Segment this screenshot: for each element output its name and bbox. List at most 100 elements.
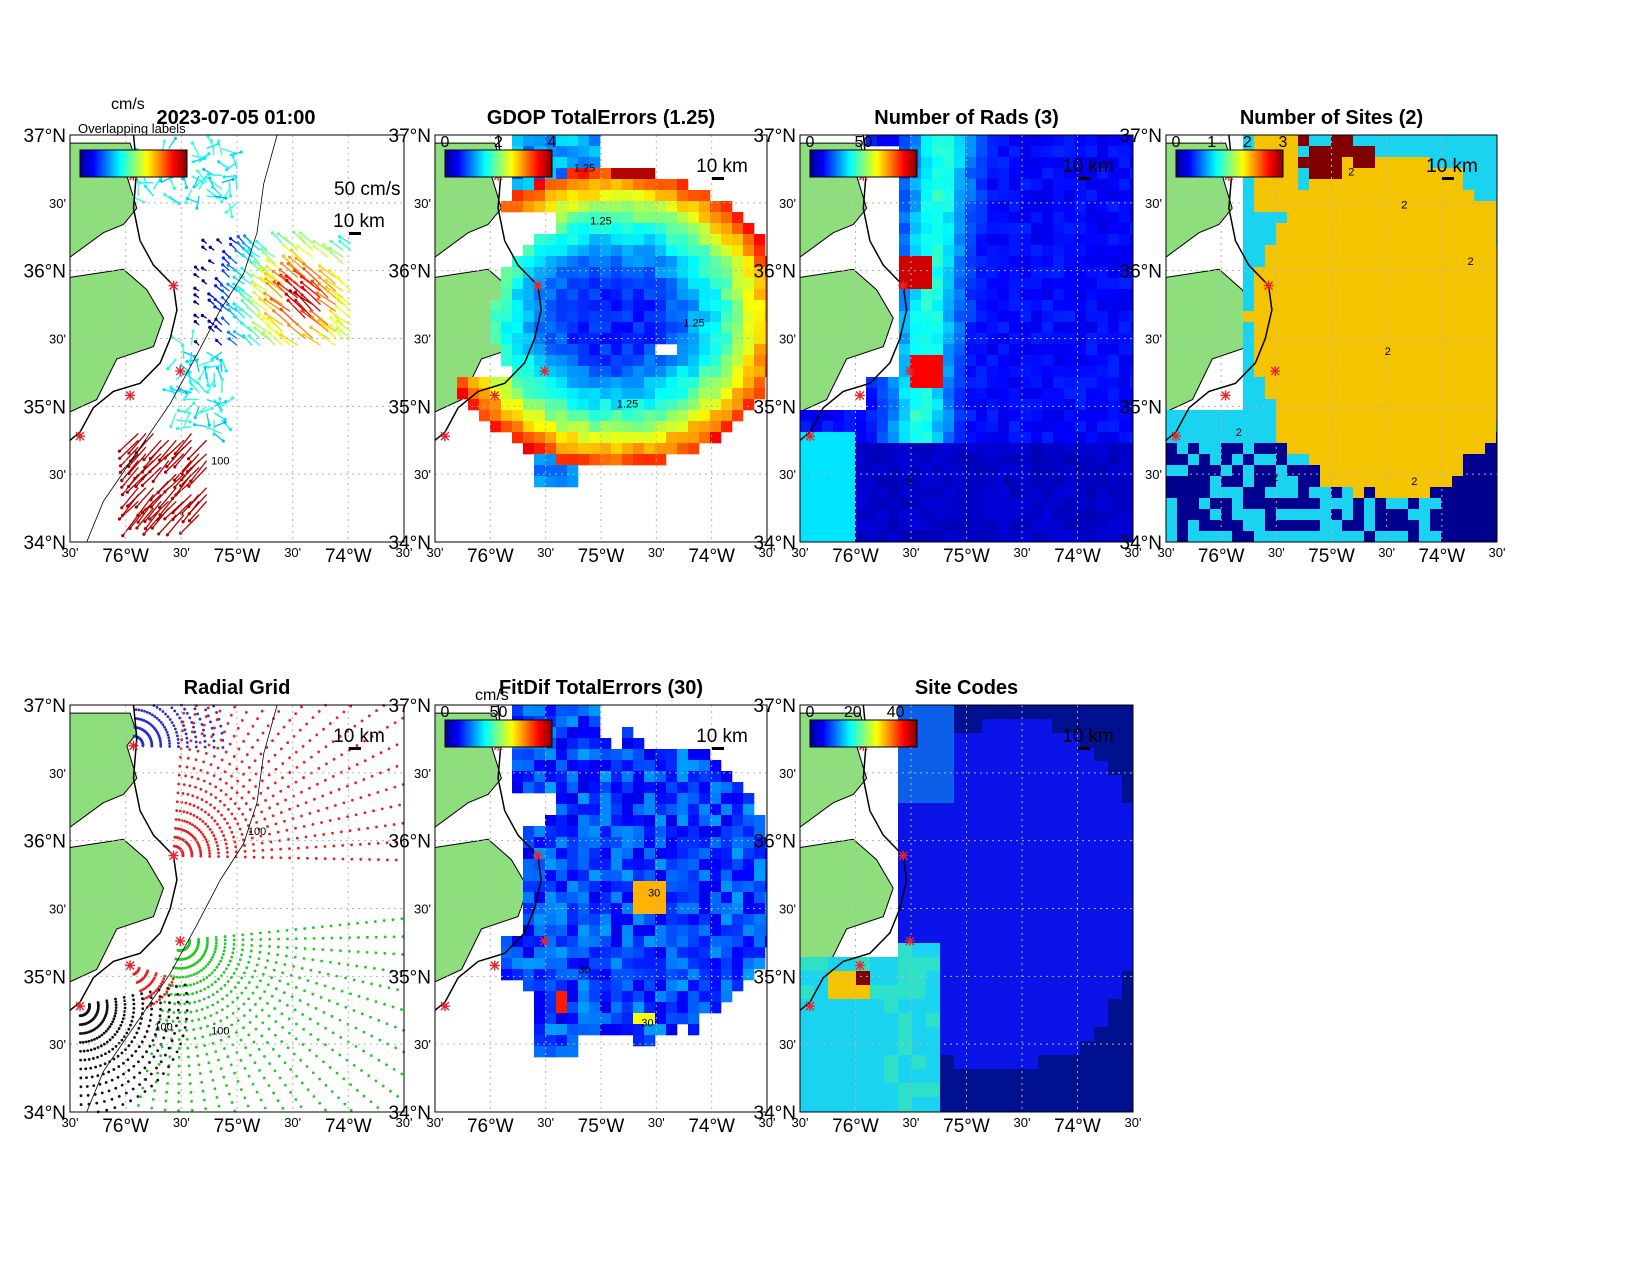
- heatmap-cell: [1042, 520, 1054, 532]
- heatmap-cell: [1441, 531, 1453, 543]
- radial-grid-point: [219, 1038, 223, 1042]
- heatmap-cell: [468, 399, 480, 411]
- radial-grid-point: [331, 1048, 334, 1052]
- heatmap-cell: [1375, 388, 1387, 400]
- heatmap-cell: [710, 432, 722, 444]
- heatmap-cell: [710, 212, 722, 224]
- current-vector: [297, 245, 314, 258]
- radial-grid-point: [272, 1091, 275, 1095]
- heatmap-cell: [732, 377, 744, 389]
- heatmap-cell: [998, 289, 1010, 301]
- heatmap-cell: [721, 344, 733, 356]
- heatmap-cell: [1276, 355, 1288, 367]
- heatmap-cell: [501, 399, 513, 411]
- heatmap-cell: [622, 190, 634, 202]
- heatmap-cell: [578, 443, 590, 455]
- heatmap-cell: [954, 454, 966, 466]
- heatmap-cell: [943, 388, 955, 400]
- heatmap-cell: [655, 377, 667, 389]
- radial-grid-point: [170, 721, 174, 724]
- current-vector-head: [172, 186, 177, 191]
- heatmap-cell: [1287, 168, 1299, 180]
- heatmap-cell: [1397, 212, 1409, 224]
- heatmap-cell: [932, 487, 944, 499]
- radial-grid-point: [359, 796, 363, 800]
- current-vector-head: [232, 282, 236, 286]
- radial-grid-point: [198, 817, 202, 821]
- heatmap-cell: [921, 234, 933, 246]
- heatmap-cell: [1254, 476, 1266, 488]
- heatmap-cell: [1053, 487, 1065, 499]
- heatmap-cell: [1364, 531, 1376, 543]
- radial-grid-point: [393, 785, 397, 789]
- radial-grid-point: [203, 1044, 207, 1047]
- current-vector-head: [259, 276, 263, 280]
- radial-grid-point: [324, 1083, 328, 1087]
- radial-grid-point: [188, 1082, 192, 1085]
- radial-grid-point: [225, 994, 229, 997]
- current-vector: [170, 386, 177, 400]
- scale-bar-label: 10 km: [696, 156, 748, 177]
- heatmap-cell: [1276, 300, 1288, 312]
- heatmap-cell: [1309, 476, 1321, 488]
- heatmap-cell: [800, 531, 812, 543]
- current-vector: [262, 251, 276, 265]
- heatmap-cell: [1364, 234, 1376, 246]
- radial-grid-point: [247, 960, 251, 964]
- heatmap-cell: [1408, 179, 1420, 191]
- heatmap-cell: [1320, 476, 1332, 488]
- contour-label: 1.25: [590, 216, 611, 228]
- current-vector-head: [121, 534, 125, 538]
- radial-grid-point: [104, 1052, 107, 1056]
- heatmap-cell: [666, 179, 678, 191]
- heatmap-cell: [1086, 245, 1098, 257]
- current-vector: [133, 196, 147, 204]
- heatmap-cell: [844, 487, 856, 499]
- heatmap-cell: [800, 487, 812, 499]
- current-vector: [120, 446, 139, 467]
- heatmap-cell: [1463, 234, 1475, 246]
- heatmap-cell: [556, 179, 568, 191]
- heatmap-cell: [866, 476, 878, 488]
- radial-grid-point: [286, 937, 289, 941]
- radial-grid-point: [363, 759, 367, 762]
- heatmap-cell: [743, 344, 755, 356]
- heatmap-cell: [633, 311, 645, 323]
- heatmap-cell: [833, 520, 845, 532]
- heatmap-cell: [1053, 201, 1065, 213]
- heatmap-cell: [611, 432, 623, 444]
- heatmap-cell: [1232, 410, 1244, 422]
- heatmap-cell: [534, 245, 546, 257]
- heatmap-cell: [954, 278, 966, 290]
- heatmap-cell: [1042, 168, 1054, 180]
- heatmap-cell: [578, 135, 590, 147]
- heatmap-cell: [1364, 245, 1376, 257]
- current-vector-head: [264, 312, 268, 316]
- current-vector-head: [207, 423, 211, 427]
- heatmap-cell: [1364, 212, 1376, 224]
- current-vector: [221, 188, 230, 202]
- current-vector-head: [148, 517, 152, 521]
- heatmap-cell: [1353, 487, 1365, 499]
- current-vector-head: [206, 365, 210, 369]
- radial-grid-point: [168, 718, 172, 721]
- heatmap-cell: [1474, 520, 1486, 532]
- heatmap-cell: [534, 344, 546, 356]
- current-vector: [175, 473, 192, 496]
- radial-grid-point: [105, 1010, 109, 1014]
- radial-grid-point: [338, 735, 342, 738]
- heatmap-cell: [921, 267, 933, 279]
- heatmap-cell: [1009, 311, 1021, 323]
- radial-grid-point: [155, 716, 159, 720]
- radial-grid-point: [199, 787, 203, 791]
- heatmap-cell: [943, 212, 955, 224]
- heatmap-cell: [932, 498, 944, 510]
- radial-grid-point: [246, 1104, 250, 1108]
- heatmap-cell: [743, 311, 755, 323]
- current-vector-head: [265, 258, 270, 262]
- radial-grid-point: [379, 751, 383, 755]
- heatmap-cell: [1309, 289, 1321, 301]
- radial-grid-point: [240, 976, 244, 980]
- heatmap-cell: [567, 289, 579, 301]
- radial-grid-point: [353, 724, 357, 728]
